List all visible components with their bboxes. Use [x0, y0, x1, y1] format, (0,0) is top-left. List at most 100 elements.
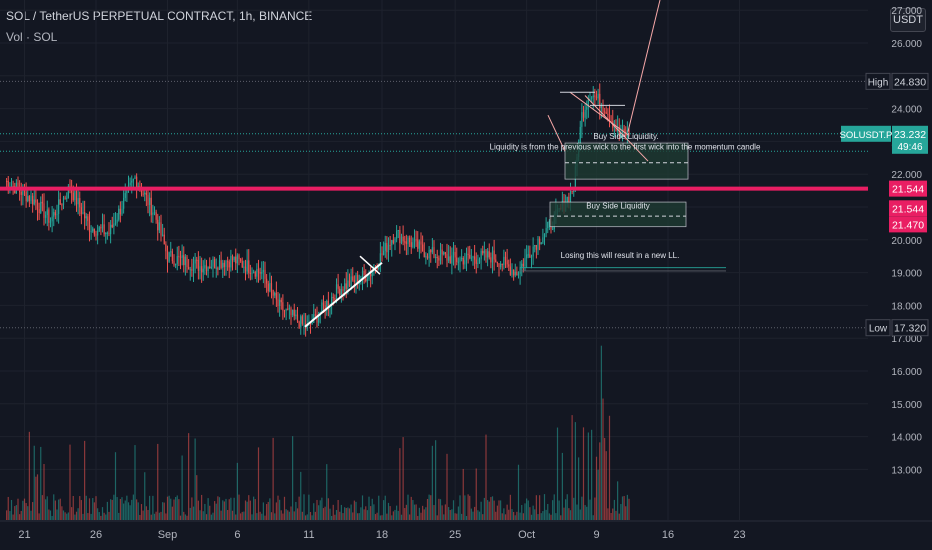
volume-bar: [64, 512, 66, 520]
candle-body: [472, 256, 474, 258]
volume-bar: [617, 481, 619, 520]
candle-body: [233, 256, 235, 261]
volume-bar: [80, 500, 82, 520]
volume-bar: [288, 511, 290, 520]
volume-bar: [93, 502, 95, 520]
volume-bar: [342, 513, 344, 520]
candle-body: [604, 111, 606, 113]
volume-bar: [335, 510, 338, 520]
volume-bar: [357, 513, 359, 520]
candle-body: [613, 126, 615, 128]
volume-bar: [46, 496, 48, 520]
volume-bar: [602, 398, 604, 520]
candle-body: [456, 257, 458, 262]
candle-body: [74, 190, 76, 201]
volume-bar: [482, 514, 484, 520]
low-label-title-bg: [865, 319, 891, 337]
volume-bar: [597, 469, 599, 520]
candle-body: [594, 95, 596, 97]
volume-bar: [464, 495, 466, 520]
volume-bar: [56, 509, 58, 520]
candle-body: [332, 296, 334, 298]
candle-body: [543, 233, 546, 238]
candle-body: [324, 305, 326, 311]
symbol-label-title-bg: [841, 125, 891, 142]
candle-body: [539, 238, 541, 245]
volume-bar: [324, 506, 326, 520]
volume-bar: [529, 507, 531, 520]
volume-bar: [210, 514, 212, 520]
volume-bar: [309, 512, 312, 520]
level-red-2: 21.544: [892, 203, 924, 215]
candle-body: [597, 93, 599, 99]
low-label-title: Low: [869, 324, 888, 335]
level-red-3-bg: [889, 216, 927, 233]
volume-bar: [236, 462, 238, 520]
candle-body: [542, 237, 544, 243]
currency-button[interactable]: USDT: [890, 8, 926, 32]
candle-body: [240, 259, 242, 262]
volume-bar: [293, 511, 295, 520]
candle-body: [175, 263, 177, 266]
time-label: 25: [449, 529, 461, 541]
volume-bar: [280, 510, 282, 520]
volume-bar: [321, 497, 323, 520]
volume-bar: [446, 453, 448, 520]
candle-body: [511, 269, 513, 275]
candle-body: [464, 260, 466, 265]
volume-bar: [608, 415, 611, 520]
volume-bar: [454, 513, 456, 520]
level-red-2-bg: [889, 200, 927, 217]
candle-body: [607, 113, 609, 115]
volume-bar: [9, 511, 11, 520]
volume-bar: [176, 495, 178, 520]
volume-bar: [521, 505, 523, 520]
candle-body: [610, 120, 612, 122]
candle-body: [547, 221, 549, 229]
volume-bar: [558, 500, 560, 520]
candle-body: [625, 131, 627, 137]
candle-body: [526, 254, 528, 259]
volume-bar: [199, 510, 201, 520]
candle-body: [194, 259, 196, 264]
volume-bar: [378, 495, 380, 520]
volume-bar: [108, 511, 110, 520]
volume-bar: [225, 498, 227, 520]
volume-bar: [272, 437, 274, 520]
candle-body: [404, 241, 406, 243]
candle-body: [337, 284, 339, 289]
volume-bar: [197, 500, 199, 520]
volume-bar: [519, 512, 521, 520]
volume-bar: [227, 510, 229, 520]
volume-bar: [469, 495, 471, 520]
candle-body: [487, 251, 489, 258]
volume-bar: [191, 497, 193, 520]
candle-body: [256, 268, 258, 277]
candle-body: [155, 212, 157, 220]
candle-body: [238, 255, 240, 260]
candle-body: [370, 273, 372, 277]
price-tick: 15.000: [891, 400, 922, 411]
candle-body: [20, 191, 22, 195]
volume-bar: [530, 514, 533, 520]
volume-bar: [137, 502, 139, 520]
volume-bar: [71, 507, 73, 520]
candle-body: [477, 262, 479, 264]
candle-body: [101, 224, 104, 229]
volume-bar: [537, 514, 539, 520]
candle-body: [532, 246, 534, 257]
candle-body: [145, 192, 147, 196]
volume-bar: [38, 513, 40, 520]
volume-bar: [35, 476, 37, 520]
candle-body: [280, 299, 282, 303]
volume-bar: [259, 511, 261, 520]
volume-bar: [379, 515, 381, 520]
candle-body: [599, 93, 601, 109]
candle-body: [409, 237, 411, 243]
candle-body: [188, 266, 190, 270]
candle-body: [457, 261, 459, 263]
volume-bar: [389, 506, 391, 520]
volume-bar: [228, 499, 230, 520]
candle-body: [465, 253, 468, 261]
